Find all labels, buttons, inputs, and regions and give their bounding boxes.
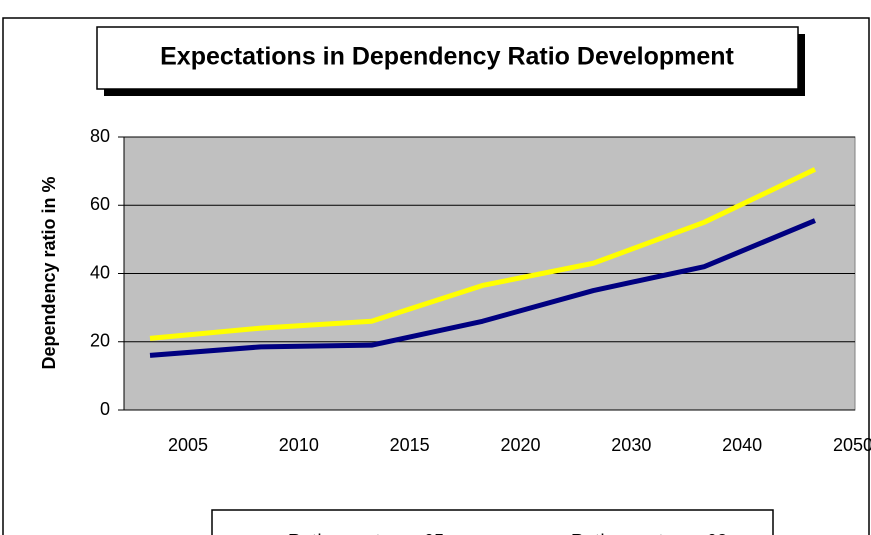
y-tick-label: 40 <box>90 262 110 282</box>
y-tick-label: 0 <box>100 399 110 419</box>
y-tick-label: 20 <box>90 331 110 351</box>
legend-label: Retirement age 62 <box>571 531 728 535</box>
x-tick-label: 2030 <box>611 435 651 455</box>
series-line <box>149 167 817 341</box>
series-line <box>149 218 816 358</box>
x-tick-label: 2010 <box>279 435 319 455</box>
x-tick-label: 2050 <box>833 435 871 455</box>
x-tick-label: 2015 <box>390 435 430 455</box>
y-tick-label: 60 <box>90 194 110 214</box>
y-tick-label: 80 <box>90 126 110 146</box>
legend-box <box>211 509 774 535</box>
x-tick-label: 2005 <box>168 435 208 455</box>
x-tick-label: 2020 <box>500 435 540 455</box>
y-axis-label: Dependency ratio in % <box>39 176 59 369</box>
x-tick-label: 2040 <box>722 435 762 455</box>
legend-label: Retirement age 65 <box>288 531 445 535</box>
title-box <box>96 26 799 90</box>
chart-title: Expectations in Dependency Ratio Develop… <box>160 43 734 71</box>
